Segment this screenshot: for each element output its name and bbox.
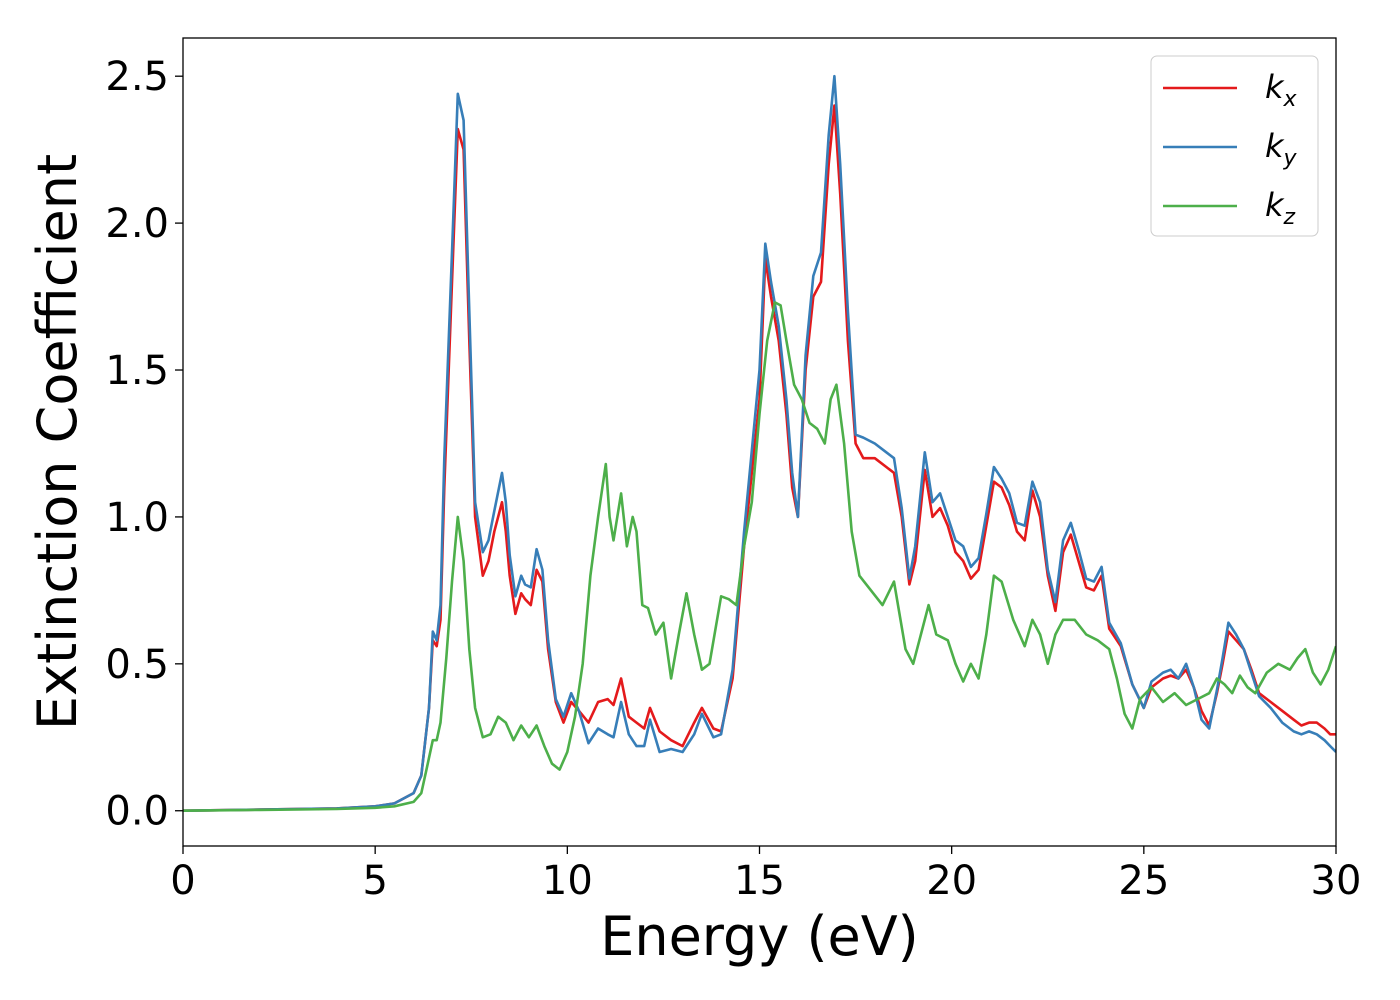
series-line-k-x: [183, 104, 1336, 812]
series-line-k-z: [183, 301, 1336, 812]
y-axis-label: Extinction Coefficient: [26, 154, 89, 730]
legend-label: ky: [1265, 127, 1298, 171]
y-tick-label: 2.0: [105, 201, 169, 247]
x-axis-label: Energy (eV): [600, 905, 919, 968]
legend-label: kz: [1265, 186, 1296, 230]
legend-label-subscript: y: [1283, 146, 1298, 171]
x-tick-label: 30: [1311, 858, 1362, 904]
series-layer: [183, 74, 1336, 812]
legend-label-main: k: [1265, 68, 1285, 106]
y-axis-ticks: 0.0 0.5 1.0 1.5 2.0 2.5: [105, 54, 183, 835]
legend-label-subscript: z: [1283, 205, 1296, 230]
legend-label: kx: [1265, 68, 1298, 112]
x-axis-ticks: 0 5 10 15 20 25 30: [170, 846, 1361, 904]
y-tick-label: 1.0: [105, 495, 169, 541]
y-tick-label: 0.0: [105, 789, 169, 835]
x-tick-label: 5: [362, 858, 387, 904]
legend-label-subscript: x: [1283, 87, 1298, 112]
legend-label-main: k: [1265, 186, 1285, 224]
y-tick-label: 1.5: [105, 348, 169, 394]
legend-label-main: k: [1265, 127, 1285, 165]
y-tick-label: 0.5: [105, 642, 169, 688]
series-line-k-y: [183, 74, 1336, 812]
x-tick-label: 10: [542, 858, 593, 904]
x-tick-label: 20: [926, 858, 977, 904]
x-tick-label: 25: [1118, 858, 1169, 904]
x-tick-label: 15: [734, 858, 785, 904]
x-tick-label: 0: [170, 858, 195, 904]
y-tick-label: 2.5: [105, 54, 169, 100]
